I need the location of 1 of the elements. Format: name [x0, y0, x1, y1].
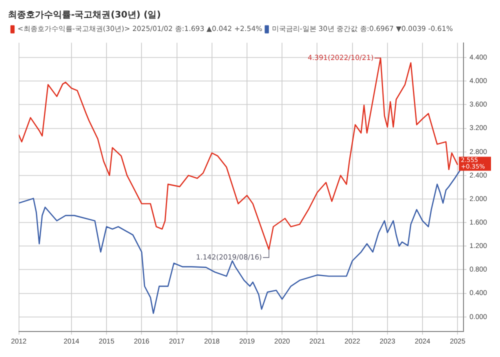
chart-title: 최종호가수익률-국고채권(30년) (일): [8, 10, 161, 21]
